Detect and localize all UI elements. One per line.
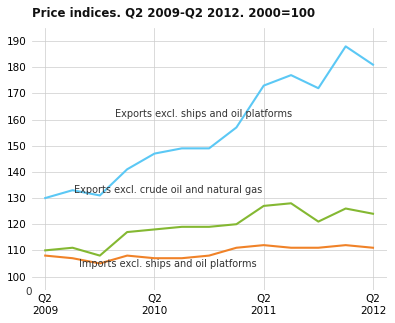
Text: 0: 0 xyxy=(25,287,32,297)
Text: Price indices. Q2 2009-Q2 2012. 2000=100: Price indices. Q2 2009-Q2 2012. 2000=100 xyxy=(32,7,315,20)
Text: Imports excl. ships and oil platforms: Imports excl. ships and oil platforms xyxy=(79,259,257,269)
Text: Exports excl. crude oil and natural gas: Exports excl. crude oil and natural gas xyxy=(74,185,262,195)
Text: Exports excl. ships and oil platforms: Exports excl. ships and oil platforms xyxy=(115,109,292,119)
